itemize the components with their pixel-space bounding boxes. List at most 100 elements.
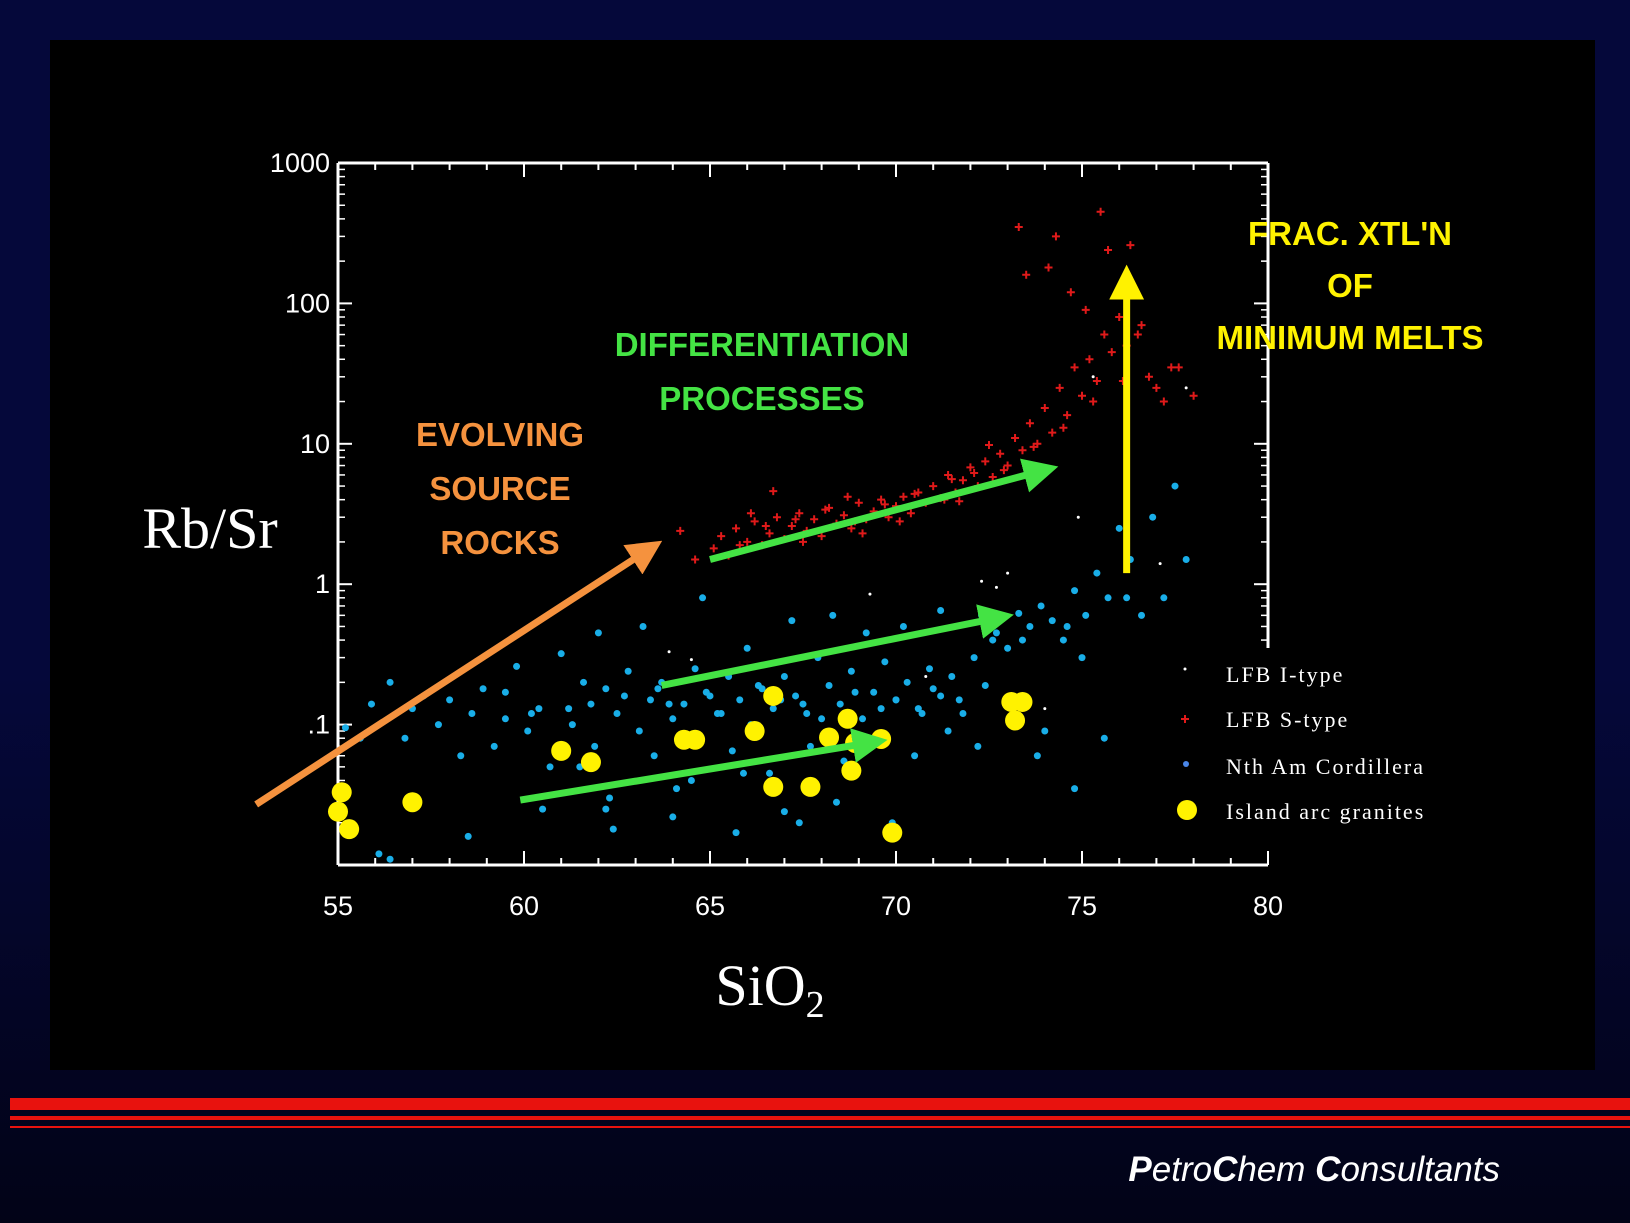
data-point-s-type: [880, 500, 889, 509]
data-point-cordillera: [806, 742, 814, 750]
x-tick-label: 75: [1067, 891, 1097, 921]
data-point-cordillera: [646, 696, 654, 704]
series-nth-am-cordillera: [341, 482, 1190, 863]
data-point-s-type: [1089, 397, 1098, 406]
data-point-s-type: [761, 521, 770, 530]
data-point-s-type: [1130, 288, 1139, 297]
data-point-island-arc: [871, 728, 892, 749]
data-point-s-type: [1174, 363, 1183, 372]
data-point-cordillera: [792, 692, 800, 700]
data-point-cordillera: [799, 700, 807, 708]
data-point-cordillera: [736, 696, 744, 704]
data-point-s-type: [1059, 423, 1068, 432]
annotation-label: FRAC. XTL'N OF MINIMUM MELTS: [1216, 215, 1483, 356]
data-point-s-type: [1167, 363, 1176, 372]
data-point-cordillera: [1078, 654, 1086, 662]
data-point-i-type: [667, 650, 671, 654]
data-point-cordillera: [635, 727, 643, 735]
legend-marker: [1177, 800, 1197, 820]
legend-label: Nth Am Cordillera: [1226, 754, 1425, 779]
data-point-cordillera: [970, 654, 978, 662]
annotation-line: FRAC. XTL'N: [1248, 215, 1452, 252]
data-point-s-type: [1107, 348, 1116, 357]
data-point-s-type: [1003, 461, 1012, 470]
data-point-s-type: [1096, 207, 1105, 216]
data-point-s-type: [1104, 246, 1113, 255]
data-point-cordillera: [1182, 555, 1190, 563]
data-point-cordillera: [539, 805, 547, 813]
data-point-cordillera: [673, 785, 681, 793]
data-point-s-type: [966, 463, 975, 472]
data-point-s-type: [795, 509, 804, 518]
data-point-cordillera: [862, 629, 870, 637]
data-point-island-arc: [339, 819, 360, 840]
series-island-arc-granites: [328, 685, 1033, 843]
annotation-line: PROCESSES: [659, 380, 864, 417]
data-point-island-arc: [402, 792, 423, 813]
data-point-cordillera: [401, 734, 409, 742]
data-point-island-arc: [685, 729, 706, 750]
footer-brand-part: etro: [1151, 1150, 1213, 1189]
data-point-island-arc: [841, 760, 862, 781]
data-point-cordillera: [803, 709, 811, 717]
data-point-s-type: [929, 482, 938, 491]
legend-marker: [1181, 715, 1189, 723]
data-point-s-type: [765, 529, 774, 538]
data-point-s-type: [839, 511, 848, 520]
data-point-cordillera: [524, 727, 532, 735]
data-point-cordillera: [937, 692, 945, 700]
data-point-s-type: [854, 498, 863, 507]
data-point-cordillera: [769, 705, 777, 713]
trend-arrow: [709, 458, 1059, 563]
data-point-s-type: [1081, 305, 1090, 314]
data-point-island-arc: [551, 740, 572, 761]
data-point-cordillera: [788, 617, 796, 625]
trend-arrow: [519, 728, 888, 804]
footer-rule-thin: [10, 1126, 1630, 1128]
data-point-s-type: [981, 457, 990, 466]
data-point-cordillera: [1123, 594, 1131, 602]
data-point-s-type: [895, 517, 904, 526]
data-point-i-type: [1006, 571, 1010, 575]
data-point-cordillera: [899, 622, 907, 630]
data-point-cordillera: [1082, 611, 1090, 619]
data-point-s-type: [1152, 383, 1161, 392]
data-point-cordillera: [929, 685, 937, 693]
data-point-cordillera: [669, 813, 677, 821]
footer-rule-thick: [10, 1098, 1630, 1110]
data-point-s-type: [735, 541, 744, 550]
data-point-cordillera: [992, 629, 1000, 637]
data-point-s-type: [1144, 372, 1153, 381]
data-point-cordillera: [937, 606, 945, 614]
data-point-cordillera: [766, 769, 774, 777]
data-point-s-type: [743, 537, 752, 546]
data-point-cordillera: [546, 763, 554, 771]
data-point-cordillera: [925, 665, 933, 673]
data-point-cordillera: [1138, 611, 1146, 619]
data-point-cordillera: [1048, 617, 1056, 625]
annotation-line: EVOLVING: [416, 416, 584, 453]
data-point-s-type: [732, 524, 741, 533]
data-point-island-arc: [763, 776, 784, 797]
y-tick-label: .1: [307, 710, 330, 740]
data-point-cordillera: [591, 742, 599, 750]
data-point-s-type: [799, 537, 807, 546]
annotation-label: EVOLVING SOURCE ROCKS: [416, 416, 584, 561]
y-tick-label: 10: [300, 429, 330, 459]
data-point-cordillera: [565, 705, 573, 713]
footer-rule-mid: [10, 1116, 1630, 1120]
data-point-s-type: [1092, 377, 1101, 386]
data-point-cordillera: [1033, 752, 1041, 760]
data-point-s-type: [769, 487, 778, 496]
data-point-cordillera: [754, 681, 762, 689]
data-point-s-type: [1137, 321, 1146, 330]
data-point-i-type: [868, 592, 872, 596]
data-point-cordillera: [989, 636, 997, 644]
data-point-island-arc: [763, 685, 784, 706]
data-point-s-type: [1022, 270, 1031, 279]
legend-label: LFB S-type: [1226, 707, 1349, 732]
data-point-cordillera: [457, 752, 465, 760]
data-point-s-type: [914, 488, 923, 497]
data-point-cordillera: [948, 673, 956, 681]
data-point-s-type: [899, 492, 908, 501]
